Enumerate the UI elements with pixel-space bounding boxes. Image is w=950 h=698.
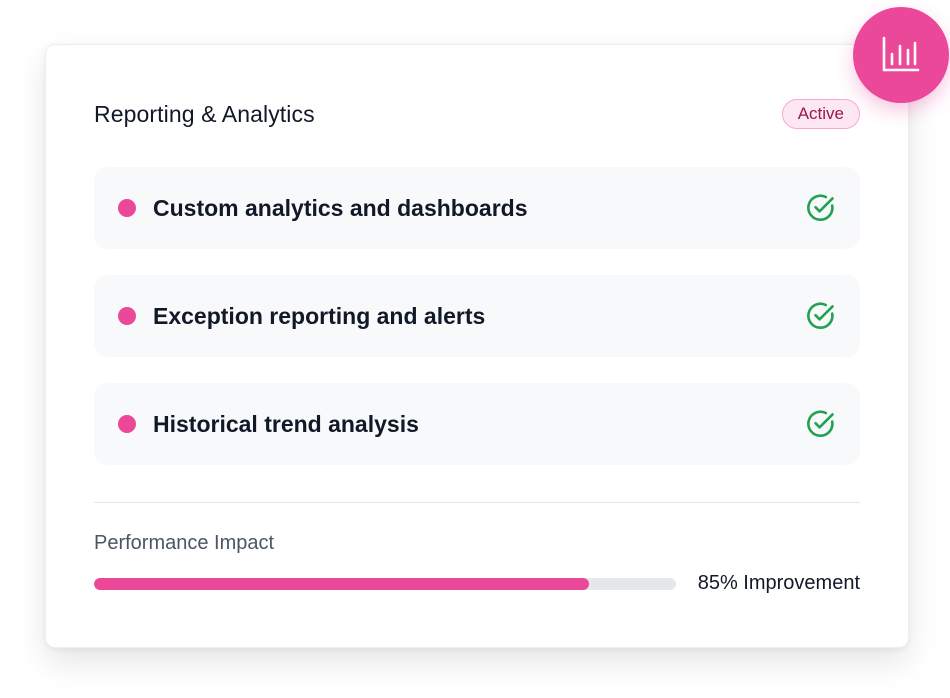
- feature-label: Exception reporting and alerts: [153, 302, 486, 329]
- analytics-fab-button[interactable]: [853, 7, 949, 103]
- divider: [94, 502, 860, 503]
- feature-label: Custom analytics and dashboards: [153, 194, 528, 221]
- bullet-dot-icon: [118, 415, 136, 433]
- status-badge: Active: [781, 99, 860, 129]
- feature-label: Historical trend analysis: [153, 410, 419, 437]
- feature-list: Custom analytics and dashboards Exceptio…: [94, 167, 860, 491]
- performance-progress-bar: [94, 578, 676, 590]
- check-circle-icon: [807, 410, 834, 437]
- performance-progress-fill: [94, 578, 589, 590]
- card-header: Reporting & Analytics Active: [94, 97, 860, 131]
- bullet-dot-icon: [118, 307, 136, 325]
- performance-label: Performance Impact: [94, 532, 275, 554]
- check-circle-icon: [807, 302, 834, 329]
- bullet-dot-icon: [118, 199, 136, 217]
- card-title: Reporting & Analytics: [94, 100, 315, 127]
- performance-value: 85% Improvement: [697, 572, 860, 594]
- feature-item: Custom analytics and dashboards: [94, 167, 860, 249]
- bar-chart-icon: [882, 36, 920, 72]
- feature-item: Exception reporting and alerts: [94, 275, 860, 357]
- feature-card: Reporting & Analytics Active Custom anal…: [45, 44, 909, 648]
- feature-item: Historical trend analysis: [94, 383, 860, 465]
- check-circle-icon: [807, 194, 834, 221]
